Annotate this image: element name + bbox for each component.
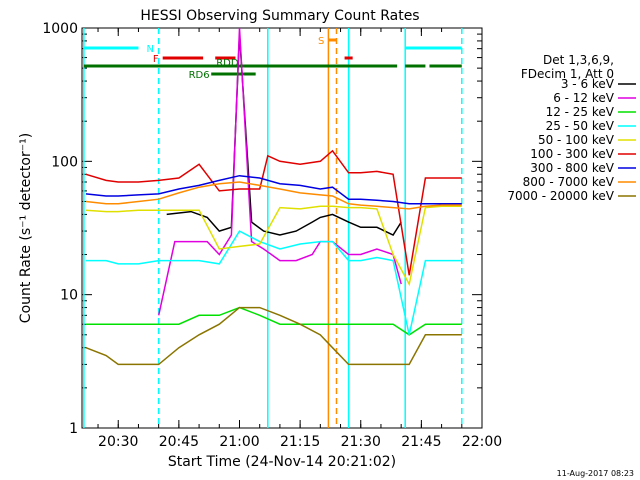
- y-tick-label: 1000: [42, 21, 78, 37]
- status-bar-label: S: [318, 36, 324, 47]
- status-bar-label: F: [153, 54, 159, 65]
- series-line: [85, 306, 462, 336]
- status-bar-label: N: [147, 44, 154, 55]
- series-line: [85, 205, 462, 287]
- axis-ticks-layer: [82, 27, 483, 429]
- y-tick-label: 1: [69, 421, 78, 437]
- y-tick-label: 100: [51, 154, 78, 170]
- x-tick-label: 20:30: [98, 434, 138, 450]
- legend-entry-label: 12 - 25 keV: [546, 105, 615, 119]
- legend-entry-label: 6 - 12 keV: [553, 91, 615, 105]
- x-axis-title: Start Time (24-Nov-14 20:21:02): [168, 454, 396, 470]
- tick-labels-layer: 20:30 20:45 21:00 21:15 21:30 21:45 22:00 1 10 10…: [42, 21, 502, 450]
- x-tick-label: 21:00: [219, 434, 259, 450]
- status-bar-label: RDD: [216, 58, 239, 69]
- legend-entry-label: 100 - 300 keV: [530, 147, 614, 161]
- footer-date: 11-Aug-2017 08:23: [557, 469, 634, 478]
- status-bar-label: RD6: [189, 70, 210, 81]
- legend-entry-label: 50 - 100 keV: [538, 133, 615, 147]
- series-line: [85, 230, 462, 335]
- status-bars-layer: N S F RDD RD6: [83, 36, 462, 81]
- series-line: [85, 181, 462, 210]
- legend-entry-label: 3 - 6 keV: [561, 77, 615, 91]
- series-line: [85, 174, 462, 205]
- legend-header: Det 1,3,6,9,: [543, 53, 614, 67]
- legend-header: FDecim 1, Att 0: [521, 67, 614, 81]
- y-tick-label: 10: [60, 288, 78, 304]
- x-tick-label: 22:00: [462, 434, 502, 450]
- series-line: [166, 34, 402, 236]
- series-line: [85, 306, 462, 366]
- plot-frame: [81, 27, 483, 429]
- vertical-markers-layer: [83, 28, 463, 428]
- legend-entry-label: 800 - 7000 keV: [523, 175, 615, 189]
- legend-entry-label: 300 - 800 keV: [530, 161, 614, 175]
- legend-entry-label: 7000 - 20000 keV: [507, 189, 614, 203]
- series-line: [157, 27, 402, 316]
- x-tick-label: 21:30: [341, 434, 381, 450]
- x-tick-label: 21:45: [401, 434, 441, 450]
- chart-title: HESSI Observing Summary Count Rates: [140, 8, 419, 24]
- y-axis-title: Count Rate (s⁻¹ detector⁻¹): [18, 133, 34, 323]
- legend-entry-label: 25 - 50 keV: [546, 119, 615, 133]
- x-tick-label: 21:15: [280, 434, 320, 450]
- series-layer: [85, 27, 462, 366]
- x-tick-label: 20:45: [159, 434, 199, 450]
